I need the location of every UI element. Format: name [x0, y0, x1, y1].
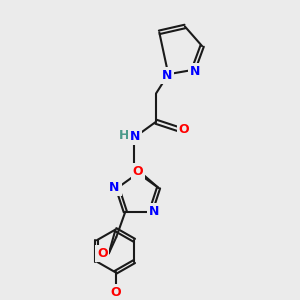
Text: N: N: [130, 130, 140, 143]
Text: O: O: [178, 123, 189, 136]
Text: N: N: [148, 205, 159, 218]
Text: O: O: [133, 165, 143, 178]
Text: N: N: [109, 182, 120, 194]
Text: H: H: [119, 129, 129, 142]
Text: O: O: [97, 247, 107, 260]
Text: N: N: [190, 65, 200, 78]
Text: O: O: [110, 286, 121, 299]
Text: N: N: [162, 69, 172, 82]
